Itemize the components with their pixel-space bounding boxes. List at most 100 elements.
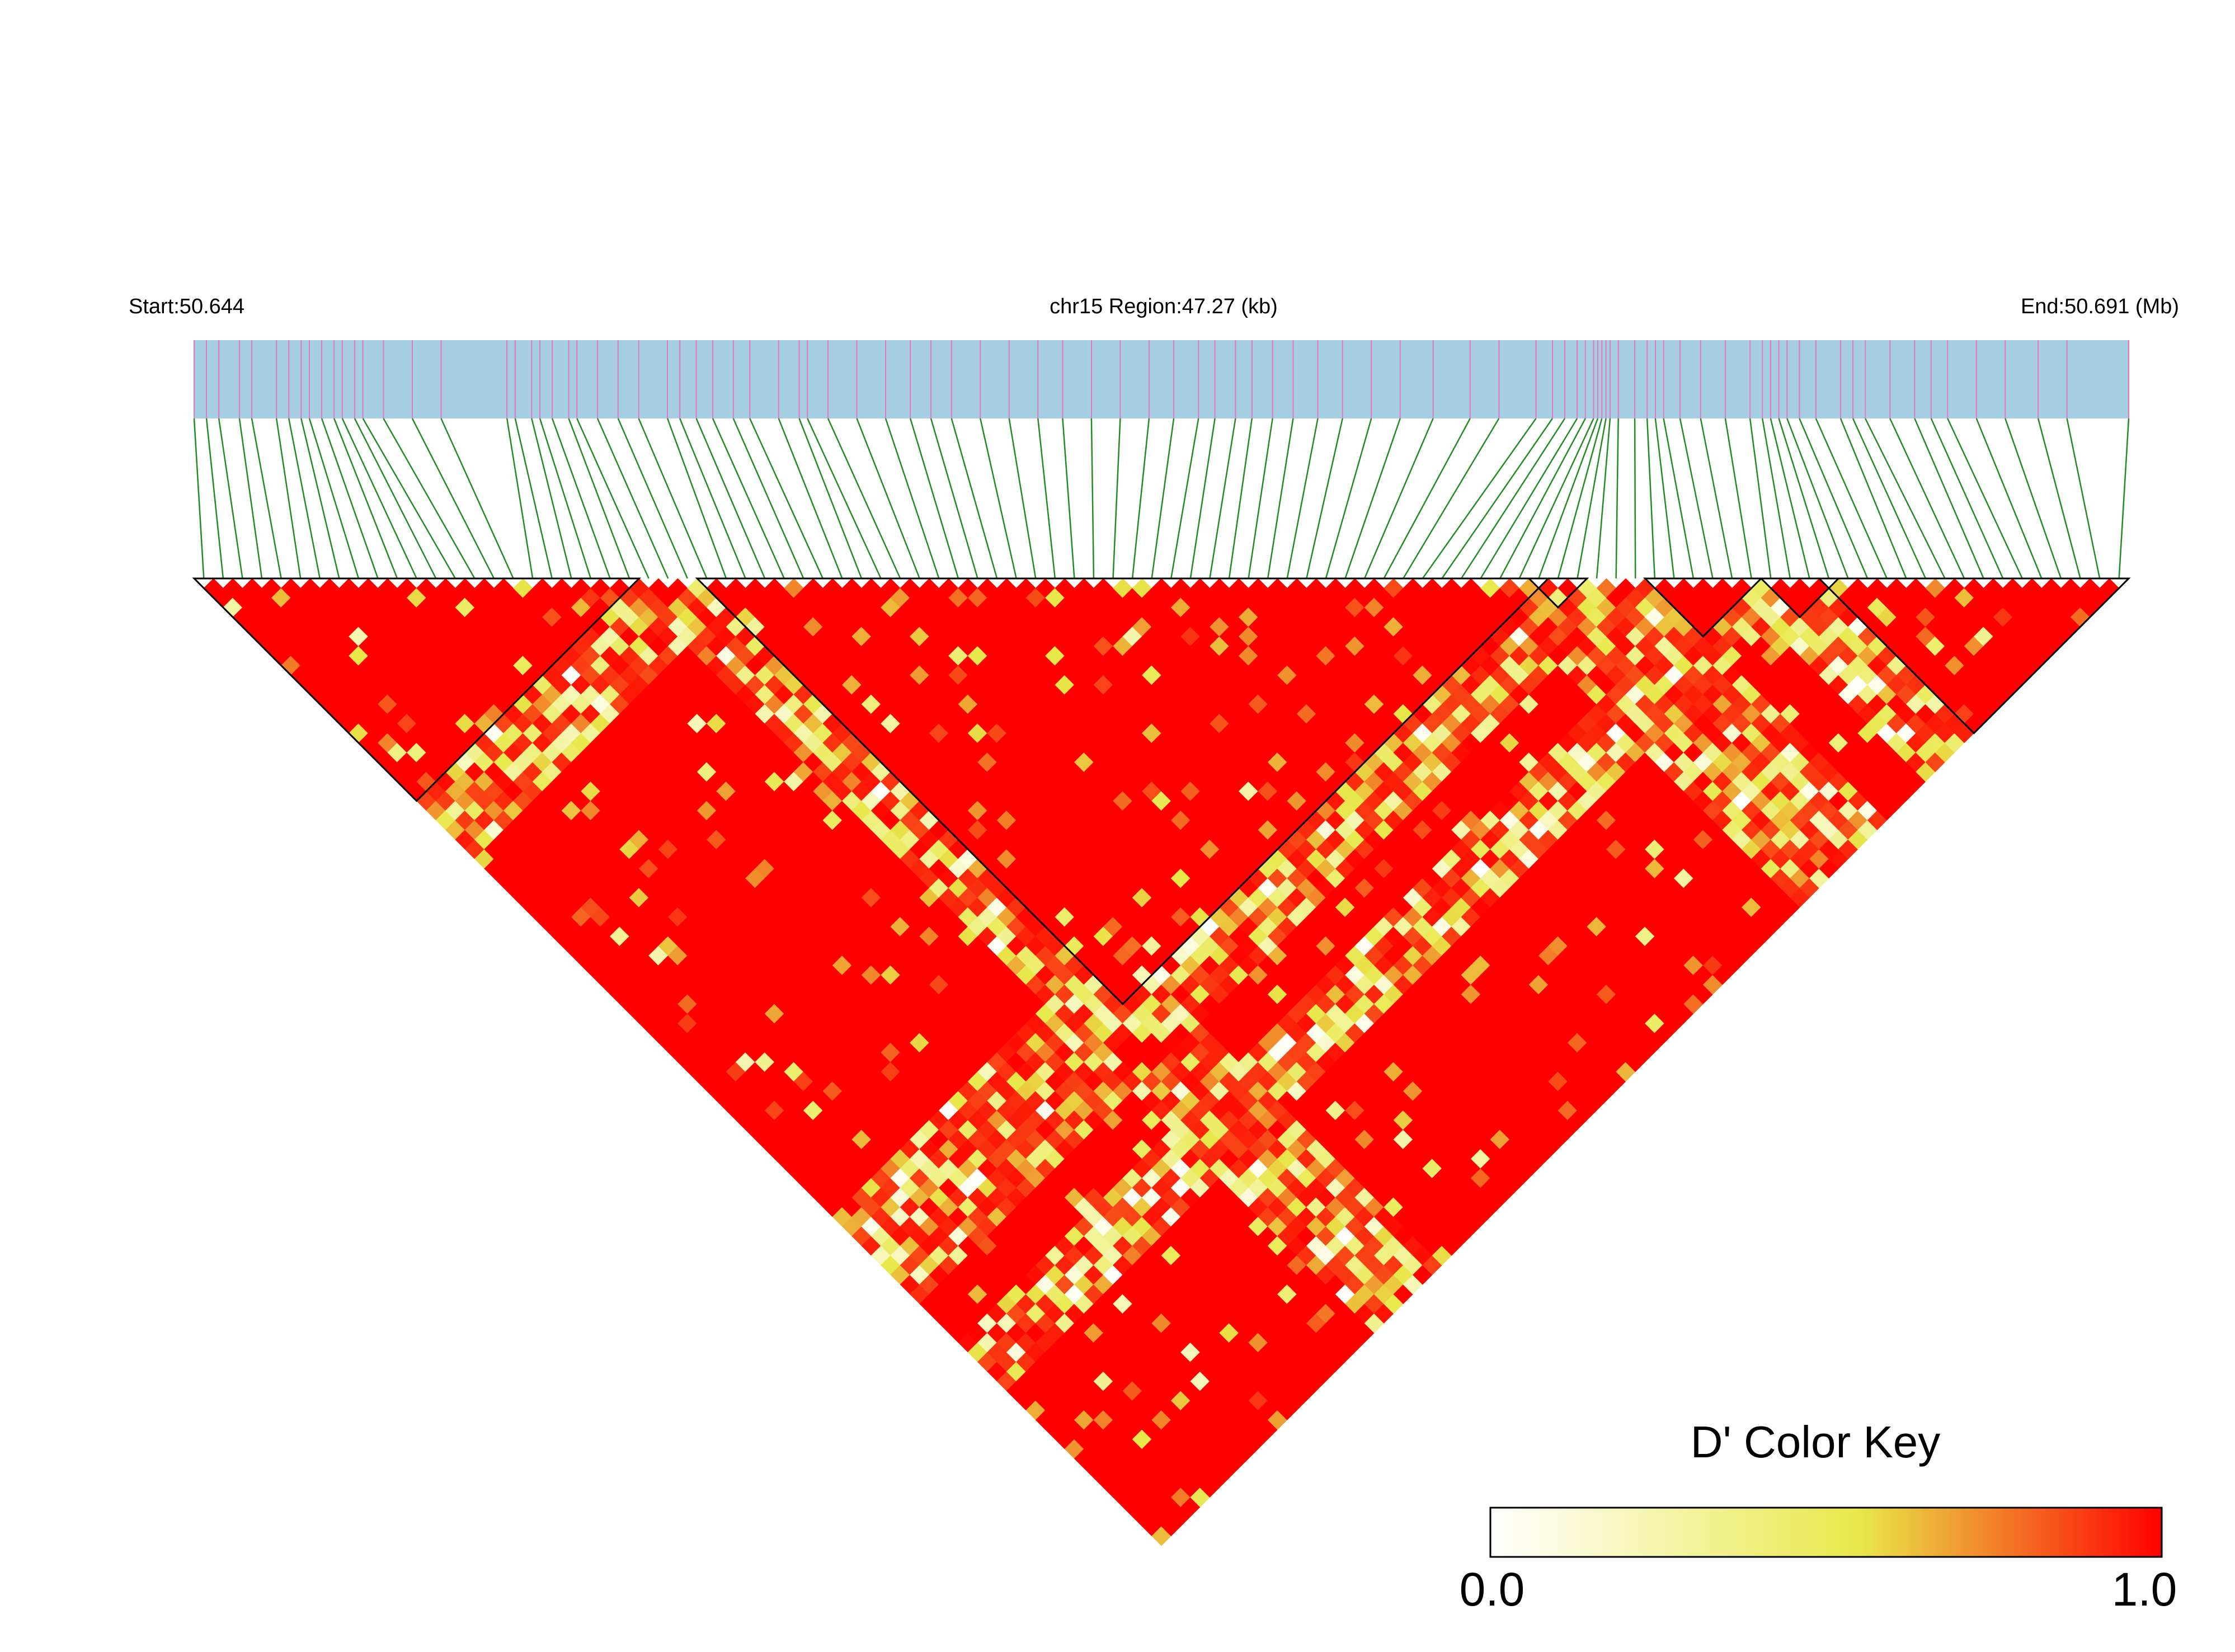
snp-connector xyxy=(251,418,282,579)
snp-connector xyxy=(1499,418,1586,579)
snp-connector xyxy=(1344,418,1401,579)
snp-connector xyxy=(695,418,766,579)
snp-connector xyxy=(638,418,708,579)
snp-connector xyxy=(551,418,611,579)
snp-connector xyxy=(1306,418,1343,579)
snp-connector xyxy=(275,418,302,579)
end-label: End:50.691 (Mb) xyxy=(2021,295,2179,318)
snp-connector xyxy=(1749,418,1772,579)
snp-connector xyxy=(1815,418,1888,579)
snp-connector xyxy=(1403,418,1500,579)
snp-connector xyxy=(362,418,456,579)
snp-connector xyxy=(1778,418,1830,579)
snp-connector xyxy=(2066,418,2101,579)
snp-connector xyxy=(827,418,901,579)
snp-connector xyxy=(440,418,514,579)
snp-connector xyxy=(1460,418,1566,579)
snp-connector xyxy=(514,418,553,579)
snp-connector xyxy=(411,418,495,579)
snp-connector xyxy=(354,418,437,579)
snp-connector xyxy=(1663,418,1695,579)
snp-connector xyxy=(288,418,321,579)
snp-connector xyxy=(1325,418,1372,579)
snp-connector xyxy=(1596,418,1611,579)
snp-connector xyxy=(856,418,920,579)
snp-connector xyxy=(321,418,379,579)
snp-connector xyxy=(1480,418,1578,579)
snp-connector xyxy=(1577,418,1607,579)
snp-connector xyxy=(679,418,746,579)
snp-connector xyxy=(1383,418,1471,579)
snp-connector xyxy=(1538,418,1599,579)
snp-connector xyxy=(238,418,263,579)
snp-connector xyxy=(531,418,572,579)
snp-connector xyxy=(732,418,804,579)
snp-connector xyxy=(300,418,340,579)
snp-connector xyxy=(2118,418,2130,579)
snp-connector xyxy=(1865,418,1946,579)
snp-connector xyxy=(666,418,727,579)
ld-heatmap-cells xyxy=(203,578,2120,1546)
snp-connector xyxy=(1761,418,1791,579)
snp-connector xyxy=(1889,418,1965,579)
snp-connector xyxy=(1518,418,1594,579)
snp-connector xyxy=(218,418,243,579)
snp-connector xyxy=(205,418,224,579)
snp-connector xyxy=(1654,418,1675,579)
snp-connector xyxy=(308,418,360,579)
snp-connector xyxy=(1170,418,1199,579)
snp-connector xyxy=(1786,418,1849,579)
snp-connector xyxy=(1947,418,2023,579)
snp-connector-lines xyxy=(193,418,2130,579)
snp-connector xyxy=(1131,418,1150,579)
snp-connector xyxy=(1037,418,1056,579)
snp-connector xyxy=(1799,418,1869,579)
snp-connector xyxy=(1363,418,1434,579)
snp-connector xyxy=(1062,418,1075,579)
region-label: chr15 Region:47.27 (kb) xyxy=(1050,295,1278,318)
snp-connector xyxy=(2037,418,2081,579)
snp-connector xyxy=(778,418,843,579)
snp-connector xyxy=(951,418,998,579)
snp-connector xyxy=(341,418,417,579)
snp-connector xyxy=(1975,418,2043,579)
snp-connector xyxy=(1914,418,1984,579)
snp-connector xyxy=(980,418,1017,579)
snp-connector xyxy=(1267,418,1294,579)
snp-connector xyxy=(884,418,940,579)
snp-connector xyxy=(1286,418,1319,579)
snp-connector xyxy=(596,418,669,579)
snp-connector xyxy=(539,418,592,579)
snp-connector xyxy=(1008,418,1037,579)
snp-connector xyxy=(909,418,959,579)
snp-connector xyxy=(1228,418,1253,579)
snp-connector xyxy=(930,418,978,579)
snp-connector xyxy=(1930,418,2004,579)
snp-connector xyxy=(1151,418,1175,579)
snp-connector xyxy=(1209,418,1236,579)
snp-connector xyxy=(1679,418,1714,579)
snp-connector xyxy=(712,418,785,579)
snp-connector xyxy=(1646,418,1656,579)
snp-connector xyxy=(2005,418,2062,579)
snp-connector xyxy=(798,418,863,579)
start-label: Start:50.644 xyxy=(129,295,244,318)
snp-connector xyxy=(506,418,534,579)
snp-connector xyxy=(1615,418,1619,579)
snp-position-ticks xyxy=(194,340,2129,418)
snp-track-bar xyxy=(194,340,2129,418)
snp-connector xyxy=(617,418,688,579)
snp-connector xyxy=(1422,418,1537,579)
snp-connector xyxy=(1090,418,1095,579)
snp-connector xyxy=(568,418,630,579)
snp-connector xyxy=(1770,418,1810,579)
snp-connector xyxy=(749,418,824,579)
snp-connector xyxy=(1112,418,1121,579)
snp-connector xyxy=(576,418,650,579)
snp-connector xyxy=(1839,418,1907,579)
snp-connector xyxy=(333,418,398,579)
snp-connector xyxy=(1724,418,1752,579)
snp-connector xyxy=(383,418,476,579)
snp-connector xyxy=(807,418,882,579)
